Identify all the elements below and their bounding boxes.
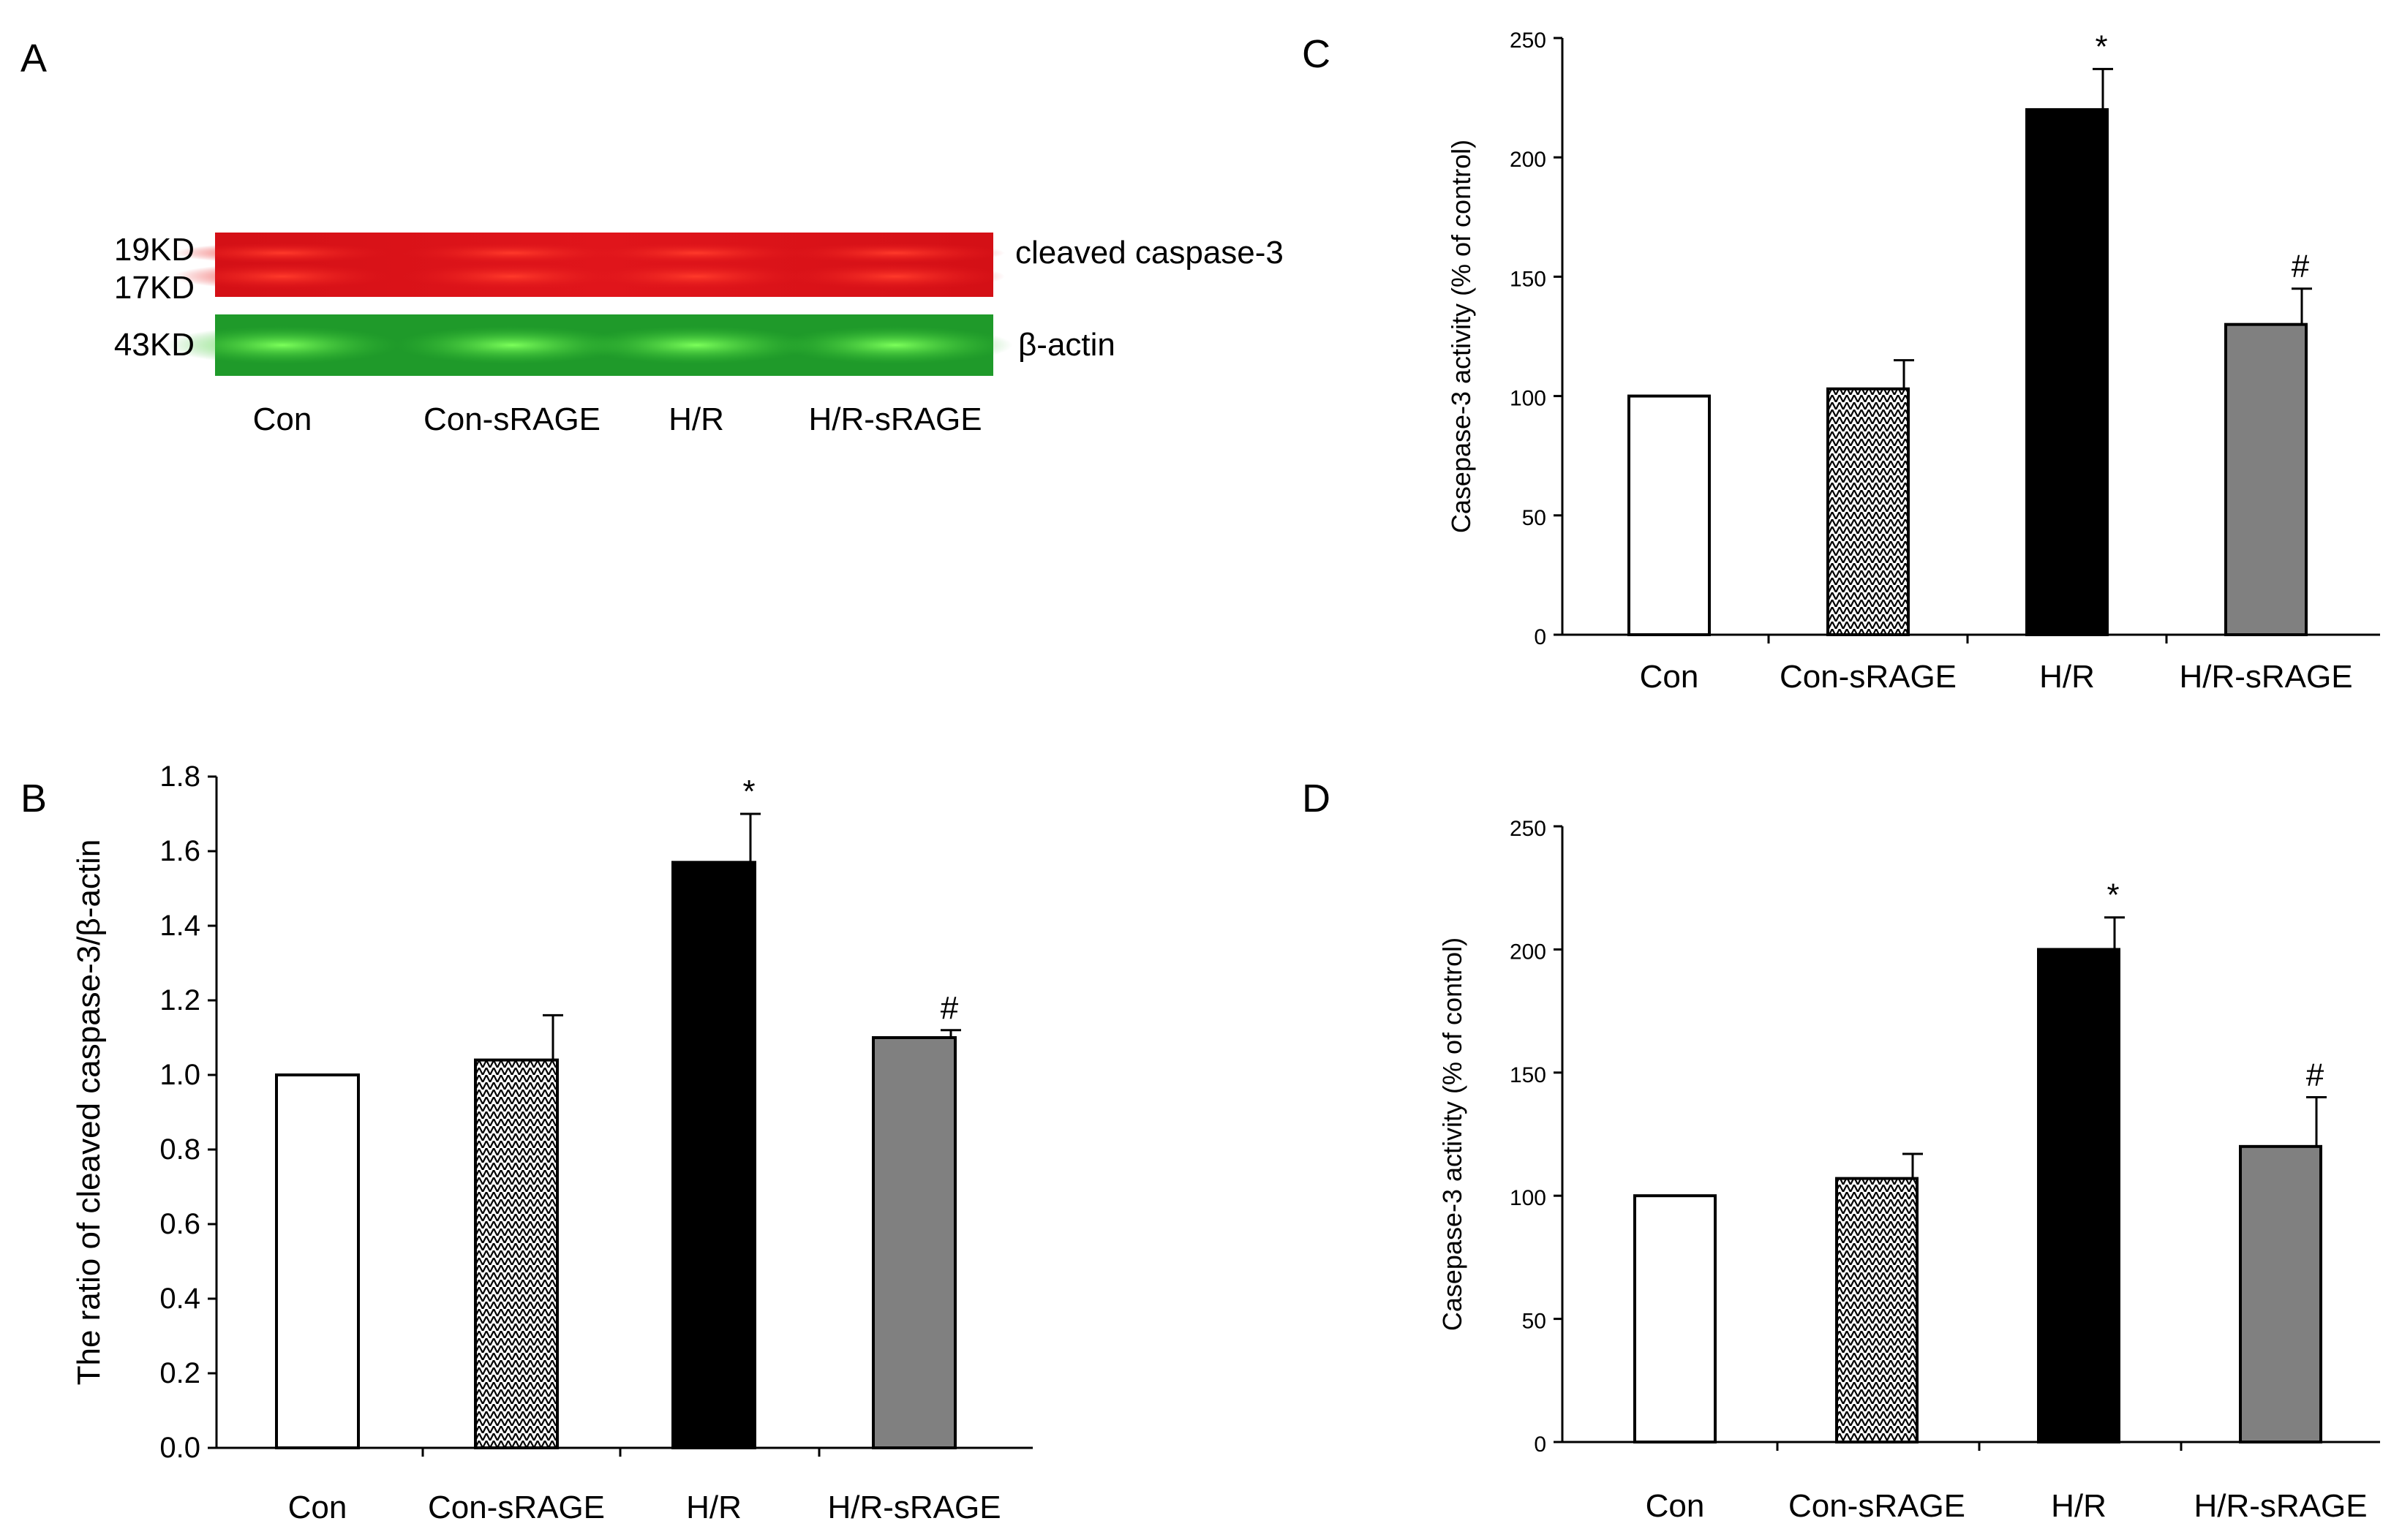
category-label-b-hr-srage: H/R-sRAGE: [827, 1490, 1001, 1525]
category-label-c-hr: H/R: [2039, 659, 2095, 695]
significance-d-hr: *: [2107, 877, 2119, 913]
band-label-actin: β-actin: [1018, 327, 1115, 363]
y-tick-label-c-3: 150: [1510, 267, 1546, 291]
y-tick-label-d-2: 100: [1510, 1186, 1546, 1210]
category-label-d-con-srage: Con-sRAGE: [1788, 1488, 1965, 1524]
y-tick-label-c-0: 0: [1534, 625, 1546, 649]
chart-d: 0 50 100 150 200 250 Con Con-sRAGE * H/R # H/R-sRAG…: [1437, 817, 2380, 1524]
caspase-band-lower-0: [173, 263, 392, 290]
western-blot: 19KD 17KD 43KD cleaved caspase-3 β-actin…: [114, 232, 1284, 437]
panel-label-b: B: [20, 777, 47, 820]
panel-label-c: C: [1302, 32, 1330, 76]
actin-band-1: [395, 326, 629, 364]
actin-band-0: [165, 326, 399, 364]
caspase-band-lower-2: [587, 263, 806, 290]
caspase-band-lower-3: [786, 263, 1005, 290]
y-tick-label-b-1: 0.2: [159, 1357, 200, 1389]
y-tick-label-b-5: 1.0: [159, 1059, 200, 1091]
y-tick-label-d-4: 200: [1510, 940, 1546, 964]
panel-label-d: D: [1302, 777, 1330, 820]
bar-c-con: [1627, 394, 1711, 636]
chart-b: 0.0 0.2 0.4 0.6 0.8 1.0 1.2 1.4 1.6 1.8 Con Con-sRA…: [71, 760, 1033, 1525]
caspase-band-lower-1: [402, 263, 622, 290]
y-tick-label-b-3: 0.6: [159, 1208, 200, 1240]
caspase-band-upper-3: [786, 243, 1005, 263]
y-tick-label-b-0: 0.0: [159, 1432, 200, 1464]
y-tick-label-b-7: 1.4: [159, 910, 200, 942]
bar-c-hr: [2025, 107, 2109, 637]
bar-d-con-srage: [1835, 1177, 1919, 1444]
y-axis-label-b: The ratio of cleaved caspase-3/β-actin: [71, 839, 107, 1386]
y-tick-label-b-6: 1.2: [159, 984, 200, 1016]
category-label-c-con: Con: [1640, 659, 1699, 695]
lane-label-con-srage: Con-sRAGE: [423, 401, 600, 437]
bar-d-con: [1633, 1194, 1717, 1443]
bar-b-hr-srage: [872, 1036, 957, 1449]
bar-b-hr: [671, 861, 756, 1450]
bar-d-hr: [2037, 948, 2120, 1443]
marker-43kd: 43KD: [114, 327, 195, 363]
category-label-d-hr-srage: H/R-sRAGE: [2194, 1488, 2367, 1524]
y-tick-label-c-2: 100: [1510, 387, 1546, 411]
y-tick-label-b-4: 0.8: [159, 1133, 200, 1166]
y-tick-label-c-4: 200: [1510, 148, 1546, 172]
bar-d-hr-srage: [2239, 1144, 2322, 1443]
bar-c-con-srage: [1826, 387, 1910, 636]
y-tick-label-d-3: 150: [1510, 1063, 1546, 1087]
bar-c-hr-srage: [2224, 322, 2308, 636]
marker-17kd: 17KD: [114, 270, 195, 306]
category-label-b-con-srage: Con-sRAGE: [428, 1490, 605, 1525]
category-label-b-hr: H/R: [686, 1490, 742, 1525]
y-tick-label-b-8: 1.6: [159, 835, 200, 867]
caspase-band-upper-0: [173, 243, 392, 263]
lane-label-hr-srage: H/R-sRAGE: [808, 401, 982, 437]
y-tick-label-d-1: 50: [1522, 1310, 1546, 1334]
bar-b-con-srage: [474, 1058, 559, 1449]
category-label-c-hr-srage: H/R-sRAGE: [2179, 659, 2352, 695]
y-tick-label-d-5: 250: [1510, 817, 1546, 841]
caspase-band-upper-2: [587, 243, 806, 263]
significance-b-hr: *: [742, 774, 755, 809]
lane-label-hr: H/R: [669, 401, 724, 437]
category-label-b-con: Con: [288, 1490, 347, 1525]
panel-label-a: A: [20, 37, 47, 80]
actin-band-2: [579, 326, 813, 364]
category-label-c-con-srage: Con-sRAGE: [1780, 659, 1957, 695]
band-label-caspase: cleaved caspase-3: [1015, 235, 1284, 271]
significance-c-hr-srage: #: [2292, 249, 2310, 284]
y-axis-label-c: Casepase-3 activity (% of control): [1446, 140, 1476, 533]
y-axis-label-d: Casepase-3 activity (% of control): [1437, 937, 1467, 1331]
significance-d-hr-srage: #: [2306, 1057, 2324, 1092]
y-tick-label-c-1: 50: [1522, 506, 1546, 530]
marker-19kd: 19KD: [114, 232, 195, 268]
lane-label-con: Con: [253, 401, 312, 437]
category-label-d-hr: H/R: [2051, 1488, 2107, 1524]
significance-c-hr: *: [2095, 29, 2107, 64]
caspase-band-upper-1: [402, 243, 622, 263]
significance-b-hr-srage: #: [941, 990, 959, 1026]
bar-b-con: [275, 1073, 360, 1449]
actin-band-3: [778, 326, 1012, 364]
category-label-d-con: Con: [1646, 1488, 1705, 1524]
y-tick-label-d-0: 0: [1534, 1433, 1546, 1457]
y-tick-label-b-9: 1.8: [159, 760, 200, 793]
y-tick-label-b-2: 0.4: [159, 1283, 200, 1315]
chart-c: 0 50 100 150 200 250 Con Con-sRAGE * H/R # H/R-sRAG…: [1446, 29, 2380, 695]
y-tick-label-c-5: 250: [1510, 29, 1546, 53]
